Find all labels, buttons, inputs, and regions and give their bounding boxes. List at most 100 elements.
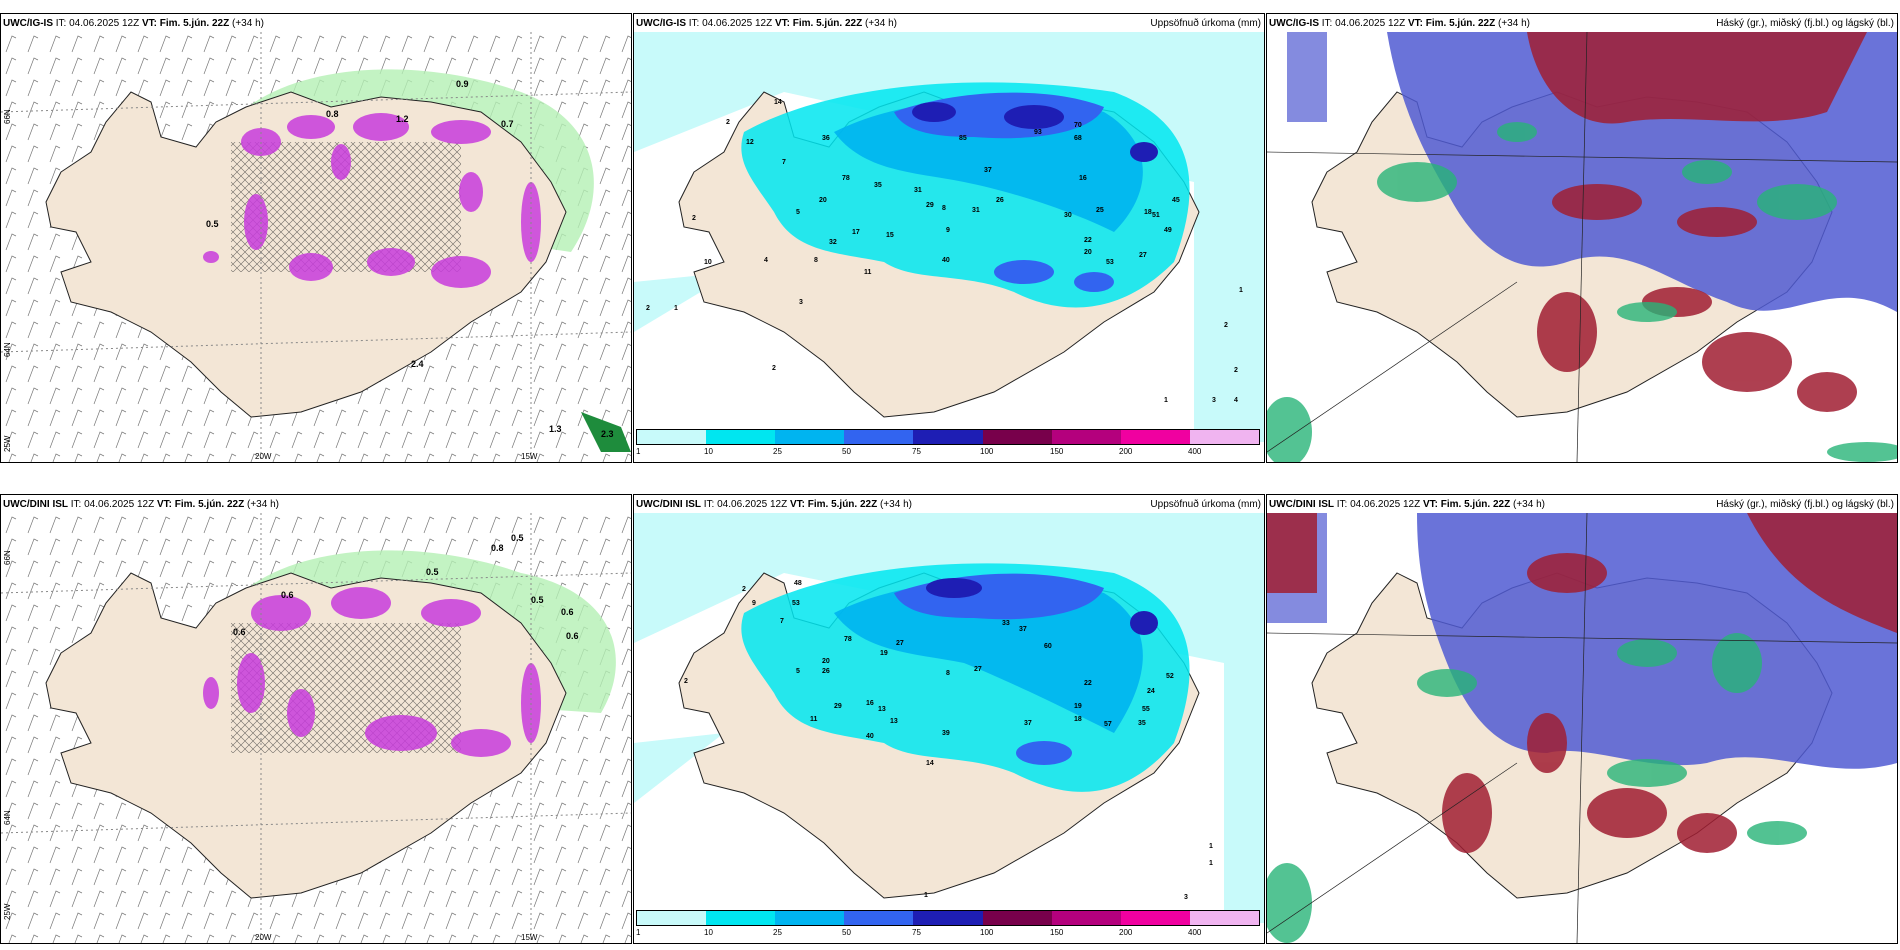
- panel-precip-dini: UWC/DINI ISL IT: 04.06.2025 12Z VT: Fim.…: [633, 494, 1265, 944]
- colorbar-swatch: [706, 911, 776, 925]
- map-value: 37: [1019, 626, 1027, 633]
- map-value: 57: [1104, 721, 1112, 728]
- map-value: 22: [1084, 680, 1092, 687]
- lat-label: 64N: [3, 810, 12, 825]
- map-value: 35: [874, 182, 882, 189]
- map-value: 13: [878, 706, 886, 713]
- map-value: 53: [792, 600, 800, 607]
- map-value: 4: [764, 257, 768, 264]
- map-value: 10: [704, 259, 712, 266]
- map-value: 52: [1166, 673, 1174, 680]
- map-value: 60: [1044, 643, 1052, 650]
- map-value: 0.6: [561, 607, 574, 617]
- map-value: 26: [822, 668, 830, 675]
- colorbar-tick: 200: [1119, 928, 1133, 937]
- colorbar-tick: 150: [1050, 928, 1064, 937]
- map-value: 49: [1164, 227, 1172, 234]
- map-value: 37: [984, 167, 992, 174]
- cloud-map: [1267, 513, 1897, 943]
- colorbar-swatch: [982, 911, 1052, 925]
- precip-values: 48 53 9 2 7 5 20 26 29 16 13 13 11 39 40…: [684, 580, 1213, 901]
- panel-title: UWC/DINI ISL IT: 04.06.2025 12Z VT: Fim.…: [3, 499, 279, 510]
- colorbar-tick: 10: [704, 928, 713, 937]
- lat-label: 64N: [3, 342, 12, 357]
- colorbar-swatch: [637, 911, 707, 925]
- panel-clouds-ig: UWC/IG-IS IT: 04.06.2025 12Z VT: Fim. 5.…: [1266, 13, 1898, 463]
- map-value: 3: [799, 299, 803, 306]
- panel-title: UWC/DINI ISL IT: 04.06.2025 12Z VT: Fim.…: [636, 499, 912, 510]
- panel-variable-title: Háský (gr.), miðský (fj.bl.) og lágský (…: [1716, 18, 1894, 29]
- map-value: 0.6: [281, 590, 294, 600]
- map-value: 78: [842, 175, 850, 182]
- colorbar-tick: 100: [980, 447, 994, 456]
- map-value: 1.3: [549, 424, 562, 434]
- map-value: 16: [866, 700, 874, 707]
- colorbar-swatch: [775, 430, 845, 444]
- map-value: 5: [796, 209, 800, 216]
- panel-snow-ig: UWC/IG-IS IT: 04.06.2025 12Z VT: Fim. 5.…: [0, 13, 632, 463]
- map-value: 0.5: [206, 219, 219, 229]
- map-value: 8: [942, 205, 946, 212]
- map-value: 78: [844, 636, 852, 643]
- panel-snow-dini: UWC/DINI ISL IT: 04.06.2025 12Z VT: Fim.…: [0, 494, 632, 944]
- colorbar-swatch: [775, 911, 845, 925]
- panel-title: UWC/DINI ISL IT: 04.06.2025 12Z VT: Fim.…: [1269, 499, 1545, 510]
- colorbar-swatch: [1120, 430, 1190, 444]
- lon-label: 15W: [521, 452, 538, 461]
- cloud-map: [1267, 32, 1897, 462]
- colorbar-tick: 400: [1188, 447, 1202, 456]
- map-value: 8: [814, 257, 818, 264]
- map-value: 2: [1224, 322, 1228, 329]
- map-value: 1.2: [396, 114, 409, 124]
- map-value: 9: [752, 600, 756, 607]
- colorbar-swatch: [1189, 430, 1259, 444]
- map-value: 19: [880, 650, 888, 657]
- map-value: 0.5: [426, 567, 439, 577]
- map-value: 2: [742, 586, 746, 593]
- map-value: 2: [646, 305, 650, 312]
- map-value: 68: [1074, 135, 1082, 142]
- panel-title: UWC/IG-IS IT: 04.06.2025 12Z VT: Fim. 5.…: [636, 18, 897, 29]
- colorbar-tick: 50: [842, 928, 851, 937]
- map-value: 26: [996, 197, 1004, 204]
- map-value: 35: [1138, 720, 1146, 727]
- map-value: 3: [1212, 397, 1216, 404]
- panel-title: UWC/IG-IS IT: 04.06.2025 12Z VT: Fim. 5.…: [3, 18, 264, 29]
- map-value: 15: [886, 232, 894, 239]
- map-value: 5: [796, 668, 800, 675]
- map-value: 11: [810, 716, 818, 723]
- colorbar-swatch: [913, 911, 983, 925]
- map-value: 29: [834, 703, 842, 710]
- map-value: 31: [914, 187, 922, 194]
- colorbar-swatch: [982, 430, 1052, 444]
- map-value: 36: [822, 135, 830, 142]
- colorbar-swatch: [844, 911, 914, 925]
- map-value: 32: [829, 239, 837, 246]
- lat-label: 66N: [3, 550, 12, 565]
- colorbar-tick: 150: [1050, 447, 1064, 456]
- colorbar-tick: 75: [912, 928, 921, 937]
- map-value: 14: [926, 760, 934, 767]
- panel-variable-title: Uppsöfnuð úrkoma (mm): [1150, 499, 1261, 510]
- map-value: 51: [1152, 212, 1160, 219]
- panel-clouds-dini: UWC/DINI ISL IT: 04.06.2025 12Z VT: Fim.…: [1266, 494, 1898, 944]
- map-value: 14: [774, 99, 782, 106]
- colorbar-tick: 100: [980, 928, 994, 937]
- precip-map: 14 12 7 36 2 5 20 32 17 15 40 11 10 4 8 …: [634, 32, 1264, 442]
- map-value: 27: [1139, 252, 1147, 259]
- panel-variable-title: Uppsöfnuð úrkoma (mm): [1150, 18, 1261, 29]
- map-value: 45: [1172, 197, 1180, 204]
- map-value: 7: [782, 159, 786, 166]
- map-value: 20: [822, 658, 830, 665]
- map-value: 17: [852, 229, 860, 236]
- map-value: 0.8: [491, 543, 504, 553]
- map-value: 1: [1239, 287, 1243, 294]
- colorbar-tick: 10: [704, 447, 713, 456]
- colorbar-swatch: [1120, 911, 1190, 925]
- map-value: 0.5: [531, 595, 544, 605]
- map-value: 93: [1034, 129, 1042, 136]
- panel-variable-title: Háský (gr.), miðský (fj.bl.) og lágský (…: [1716, 499, 1894, 510]
- map-value: 40: [866, 733, 874, 740]
- map-value: 1: [674, 305, 678, 312]
- snow-map: 0.6 0.5 0.6 0.5 0.8 0.5 0.6 0.6: [1, 513, 631, 943]
